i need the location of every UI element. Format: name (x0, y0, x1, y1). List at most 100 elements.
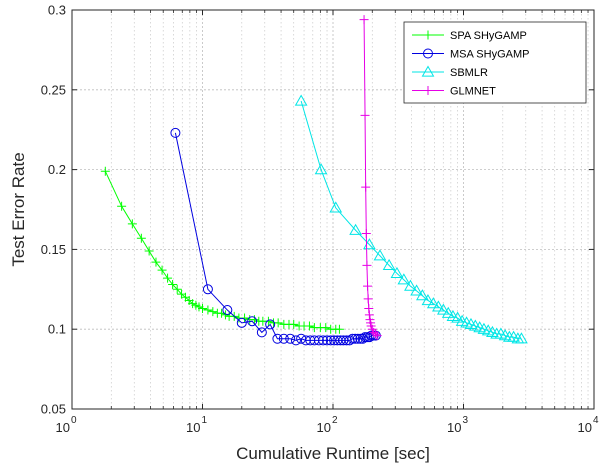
data-point-glmnet (364, 303, 374, 313)
y-tick-label: 0.25 (41, 82, 66, 97)
x-tick-labels: 10 0 10 1 10 2 10 3 10 4 (56, 415, 599, 435)
y-tick-label: 0.15 (41, 242, 66, 257)
data-point-msa-shygamp (300, 335, 311, 346)
data-point-sbmlr (437, 303, 450, 315)
data-point-spa-shygamp (194, 302, 204, 312)
data-point-spa-shygamp (289, 319, 299, 329)
data-point-sbmlr (515, 332, 528, 344)
x-tick-label-base: 10 (186, 420, 200, 435)
data-point-sbmlr (441, 306, 455, 318)
y-axis-label: Test Error Rate (9, 152, 28, 266)
data-point-msa-shygamp (357, 333, 368, 344)
data-point-sbmlr (329, 201, 343, 213)
data-point-glmnet (359, 15, 369, 25)
data-point-msa-shygamp (285, 333, 296, 344)
data-point-msa-shygamp (325, 335, 336, 346)
legend-label: SBMLR (450, 67, 488, 79)
data-point-spa-shygamp (127, 219, 137, 229)
x-tick-label: 10 2 (317, 415, 338, 435)
x-tick-label-exponent: 1 (202, 415, 208, 426)
data-point-msa-shygamp (313, 335, 324, 346)
x-tick-label-base: 10 (447, 420, 461, 435)
data-point-spa-shygamp (217, 308, 227, 318)
data-point-glmnet (364, 310, 374, 320)
data-point-sbmlr (410, 284, 423, 296)
data-point-sbmlr (294, 94, 308, 106)
data-point-sbmlr (390, 266, 404, 278)
data-point-spa-shygamp (144, 246, 154, 256)
legend-marker (423, 30, 433, 40)
series-spa-shygamp (100, 166, 344, 334)
legend-entry-spa-shygamp: SPA SHyGAMP (412, 30, 527, 42)
x-tick-label-base: 10 (56, 420, 70, 435)
x-tick-label-exponent: 2 (332, 415, 338, 426)
data-point-msa-shygamp (344, 335, 355, 346)
x-tick-label: 10 3 (447, 415, 468, 435)
x-tick-label-exponent: 0 (71, 415, 77, 426)
data-point-spa-shygamp (263, 316, 273, 326)
data-point-glmnet (371, 329, 381, 339)
legend-marker (423, 48, 433, 59)
y-tick-label: 0.05 (41, 402, 66, 417)
x-tick-label: 10 1 (186, 415, 207, 435)
data-point-msa-shygamp (347, 333, 358, 344)
data-point-spa-shygamp (334, 324, 344, 334)
y-tick-labels: 0.05 0.1 0.15 0.2 0.25 0.3 (41, 3, 66, 417)
data-point-spa-shygamp (163, 273, 173, 283)
legend-entry-sbmlr: SBMLR (412, 65, 488, 79)
data-point-sbmlr (432, 300, 445, 312)
data-point-msa-shygamp (236, 317, 247, 328)
x-tick-label-exponent: 4 (593, 415, 599, 426)
data-point-sbmlr (397, 273, 411, 285)
legend-entry-glmnet: GLMNET (412, 86, 496, 98)
data-point-spa-shygamp (136, 233, 146, 243)
y-tick-label: 0.2 (48, 162, 66, 177)
data-point-sbmlr (404, 279, 417, 291)
data-point-msa-shygamp (265, 319, 276, 330)
legend-label: SPA SHyGAMP (450, 30, 527, 42)
data-point-sbmlr (421, 293, 435, 306)
data-point-msa-shygamp (350, 333, 361, 344)
data-point-msa-shygamp (352, 333, 363, 344)
data-point-glmnet (363, 281, 373, 291)
x-tick-label: 10 0 (56, 415, 77, 435)
legend-marker (421, 65, 435, 77)
data-point-spa-shygamp (198, 303, 207, 313)
data-point-msa-shygamp (256, 327, 267, 338)
data-point-msa-shygamp (222, 305, 233, 316)
data-point-glmnet (363, 294, 373, 304)
data-point-spa-shygamp (117, 201, 127, 211)
data-point-spa-shygamp (203, 305, 213, 315)
x-tick-label-exponent: 3 (463, 415, 469, 426)
y-tick-label: 0.1 (48, 322, 66, 337)
data-point-spa-shygamp (168, 280, 178, 290)
series-layer (100, 15, 528, 346)
legend-label: GLMNET (450, 86, 496, 98)
x-tick-label-base: 10 (317, 420, 331, 435)
legend-label: MSA SHyGAMP (450, 49, 529, 61)
series-glmnet (359, 15, 382, 341)
data-point-msa-shygamp (272, 333, 283, 344)
data-point-spa-shygamp (157, 265, 167, 275)
axis-ticks (71, 9, 595, 410)
series-sbmlr (294, 94, 528, 344)
data-point-spa-shygamp (321, 323, 331, 333)
data-point-spa-shygamp (151, 257, 161, 267)
x-tick-label: 10 4 (578, 415, 599, 435)
x-tick-label-base: 10 (578, 420, 592, 435)
data-point-sbmlr (451, 311, 464, 323)
data-point-sbmlr (314, 163, 328, 175)
legend-entry-msa-shygamp: MSA SHyGAMP (412, 48, 529, 61)
x-axis-label: Cumulative Runtime [sec] (236, 444, 430, 463)
y-tick-label: 0.3 (48, 3, 66, 18)
data-point-glmnet (360, 110, 370, 120)
legend-marker (423, 86, 433, 95)
data-point-glmnet (361, 182, 371, 192)
data-point-sbmlr (426, 297, 440, 309)
data-point-msa-shygamp (170, 127, 181, 138)
data-point-sbmlr (382, 258, 396, 270)
data-point-sbmlr (416, 289, 429, 301)
data-point-msa-shygamp (278, 333, 289, 344)
data-point-spa-shygamp (100, 166, 110, 176)
